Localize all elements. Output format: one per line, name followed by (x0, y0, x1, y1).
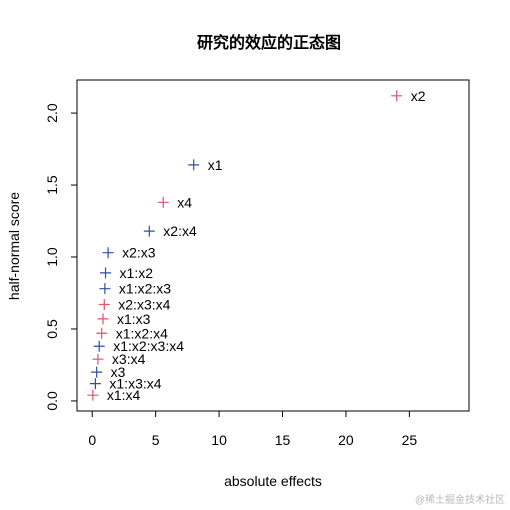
x-tick-label: 20 (338, 432, 354, 448)
y-tick-label: 2.0 (44, 103, 60, 123)
point-marker (157, 196, 169, 208)
point-marker (143, 225, 155, 237)
chart-title: 研究的效应的正态图 (197, 33, 341, 52)
y-axis-label: half-normal score (6, 192, 22, 300)
point-label: x1:x4 (107, 387, 141, 403)
data-point: x1:x2:x4 (96, 325, 168, 341)
data-point: x2 (391, 88, 426, 104)
point-label: x1:x2:x3 (119, 281, 171, 297)
point-marker (100, 267, 112, 279)
data-point: x2:x4 (143, 223, 197, 239)
plot-frame (76, 79, 470, 412)
point-marker (98, 299, 110, 311)
point-label: x3 (111, 364, 126, 380)
data-point: x1:x2 (100, 265, 153, 281)
y-tick-label: 0.5 (44, 319, 60, 339)
data-point: x3 (91, 364, 126, 380)
point-label: x4 (177, 194, 192, 210)
data-point: x1 (188, 157, 223, 173)
point-label: x1:x2 (120, 265, 154, 281)
point-marker (102, 247, 114, 259)
point-marker (97, 313, 109, 325)
data-point: x1:x3:x4 (89, 376, 162, 392)
point-label: x1:x3:x4 (109, 376, 161, 392)
data-points: x1:x4x1:x3:x4x3x3:x4x1:x2:x3:x4x1:x2:x4x… (87, 88, 426, 403)
y-tick-label: 0.0 (44, 391, 60, 411)
point-marker (89, 378, 101, 390)
data-point: x1:x4 (87, 387, 141, 403)
data-point: x2:x3:x4 (98, 297, 171, 313)
point-label: x1:x3 (117, 311, 151, 327)
point-marker (188, 159, 200, 171)
x-tick-label: 0 (88, 432, 96, 448)
x-tick-label: 25 (402, 432, 418, 448)
point-marker (93, 340, 105, 352)
point-label: x2:x3 (122, 245, 156, 261)
data-point: x3:x4 (92, 351, 146, 367)
point-marker (91, 366, 103, 378)
data-point: x1:x2:x3:x4 (93, 338, 184, 354)
point-marker (391, 90, 403, 102)
x-tick-label: 5 (152, 432, 160, 448)
point-label: x1:x2:x4 (116, 325, 168, 341)
data-point: x2:x3 (102, 245, 156, 261)
x-tick-label: 10 (211, 432, 227, 448)
point-label: x1:x2:x3:x4 (113, 338, 184, 354)
x-axis-label: absolute effects (224, 473, 322, 489)
y-tick-label: 1.0 (44, 247, 60, 267)
y-tick-label: 1.5 (44, 175, 60, 195)
x-tick-label: 15 (275, 432, 291, 448)
point-label: x1 (208, 157, 223, 173)
point-marker (87, 389, 99, 401)
point-marker (99, 283, 111, 295)
point-label: x3:x4 (112, 351, 146, 367)
x-axis: 0 5 10 15 20 25 (88, 411, 417, 448)
point-marker (92, 353, 104, 365)
data-point: x1:x2:x3 (99, 281, 171, 297)
data-point: x4 (157, 194, 192, 210)
point-label: x2:x3:x4 (118, 297, 170, 313)
point-label: x2 (411, 88, 426, 104)
y-axis: 0.0 0.5 1.0 1.5 2.0 (44, 103, 77, 411)
point-marker (96, 327, 108, 339)
watermark: @稀土掘金技术社区 (415, 493, 505, 506)
point-label: x2:x4 (163, 223, 197, 239)
data-point: x1:x3 (97, 311, 151, 327)
